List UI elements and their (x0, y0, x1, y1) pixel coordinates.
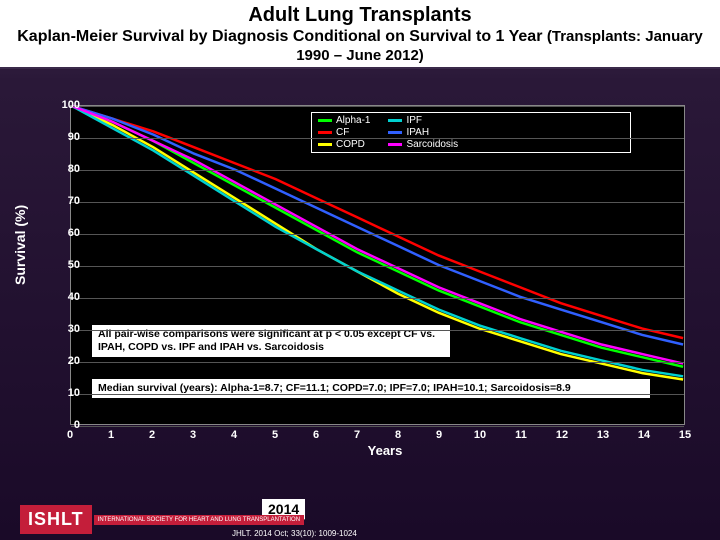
legend-swatch (388, 119, 402, 122)
x-tick: 0 (67, 429, 73, 441)
x-tick: 10 (474, 429, 486, 441)
logo-acronym: ISHLT (20, 505, 92, 534)
y-tick: 80 (50, 163, 80, 175)
y-tick: 50 (50, 259, 80, 271)
legend-label: Alpha-1 (336, 115, 370, 126)
pairwise-note: All pair-wise comparisons were significa… (91, 324, 451, 358)
gridline (71, 106, 684, 107)
legend-swatch (318, 131, 332, 134)
gridline (71, 202, 684, 203)
title-sub: Kaplan-Meier Survival by Diagnosis Condi… (0, 27, 720, 65)
x-tick: 2 (149, 429, 155, 441)
y-tick: 0 (50, 419, 80, 431)
legend-item: Sarcoidosis (388, 139, 458, 150)
legend-item: IPAH (388, 127, 458, 138)
legend-swatch (388, 143, 402, 146)
gridline (71, 298, 684, 299)
x-tick: 1 (108, 429, 114, 441)
x-tick: 9 (436, 429, 442, 441)
x-tick: 7 (354, 429, 360, 441)
x-tick: 5 (272, 429, 278, 441)
legend-swatch (318, 143, 332, 146)
y-tick: 40 (50, 291, 80, 303)
legend-item: IPF (388, 115, 458, 126)
legend-item: CF (318, 127, 370, 138)
y-tick: 70 (50, 195, 80, 207)
gridline (71, 426, 684, 427)
legend-item: COPD (318, 139, 370, 150)
x-tick: 11 (515, 429, 527, 441)
x-tick: 13 (597, 429, 609, 441)
gridline (71, 362, 684, 363)
y-axis-label: Survival (%) (12, 205, 28, 285)
legend-label: IPF (406, 115, 422, 126)
y-tick: 10 (50, 387, 80, 399)
legend-swatch (388, 131, 402, 134)
legend-label: IPAH (406, 127, 429, 138)
gridline (71, 170, 684, 171)
x-tick: 3 (190, 429, 196, 441)
gridline (71, 266, 684, 267)
x-tick: 8 (395, 429, 401, 441)
ishlt-logo: ISHLT INTERNATIONAL SOCIETY FOR HEART AN… (20, 505, 304, 534)
x-tick: 15 (679, 429, 691, 441)
median-note: Median survival (years): Alpha-1=8.7; CF… (91, 378, 651, 399)
legend-label: Sarcoidosis (406, 139, 458, 150)
gridline (71, 330, 684, 331)
gridline (71, 394, 684, 395)
y-tick: 60 (50, 227, 80, 239)
x-axis-label: Years (368, 443, 403, 458)
survival-lines (71, 106, 684, 424)
x-tick: 14 (638, 429, 650, 441)
x-tick: 12 (556, 429, 568, 441)
gridline (71, 234, 684, 235)
plot-region: Alpha-1CFCOPD IPFIPAHSarcoidosis All pair… (70, 105, 685, 425)
legend-label: COPD (336, 139, 365, 150)
y-tick: 30 (50, 323, 80, 335)
y-tick: 20 (50, 355, 80, 367)
y-tick: 90 (50, 131, 80, 143)
title-main: Adult Lung Transplants (0, 4, 720, 27)
chart-area: Survival (%) Alpha-1CFCOPDIPFIPAHSarcoid… (20, 105, 700, 465)
legend-swatch (318, 119, 332, 122)
y-tick: 100 (50, 99, 80, 111)
x-tick: 6 (313, 429, 319, 441)
x-tick: 4 (231, 429, 237, 441)
footer-area: ISHLT INTERNATIONAL SOCIETY FOR HEART AN… (0, 505, 720, 534)
logo-tagline: INTERNATIONAL SOCIETY FOR HEART AND LUNG… (94, 515, 304, 525)
legend-box: Alpha-1CFCOPD IPFIPAHSarcoidosis (311, 112, 631, 153)
legend-label: CF (336, 127, 349, 138)
title-area: Adult Lung Transplants Kaplan-Meier Surv… (0, 0, 720, 69)
gridline (71, 138, 684, 139)
legend-item: Alpha-1 (318, 115, 370, 126)
